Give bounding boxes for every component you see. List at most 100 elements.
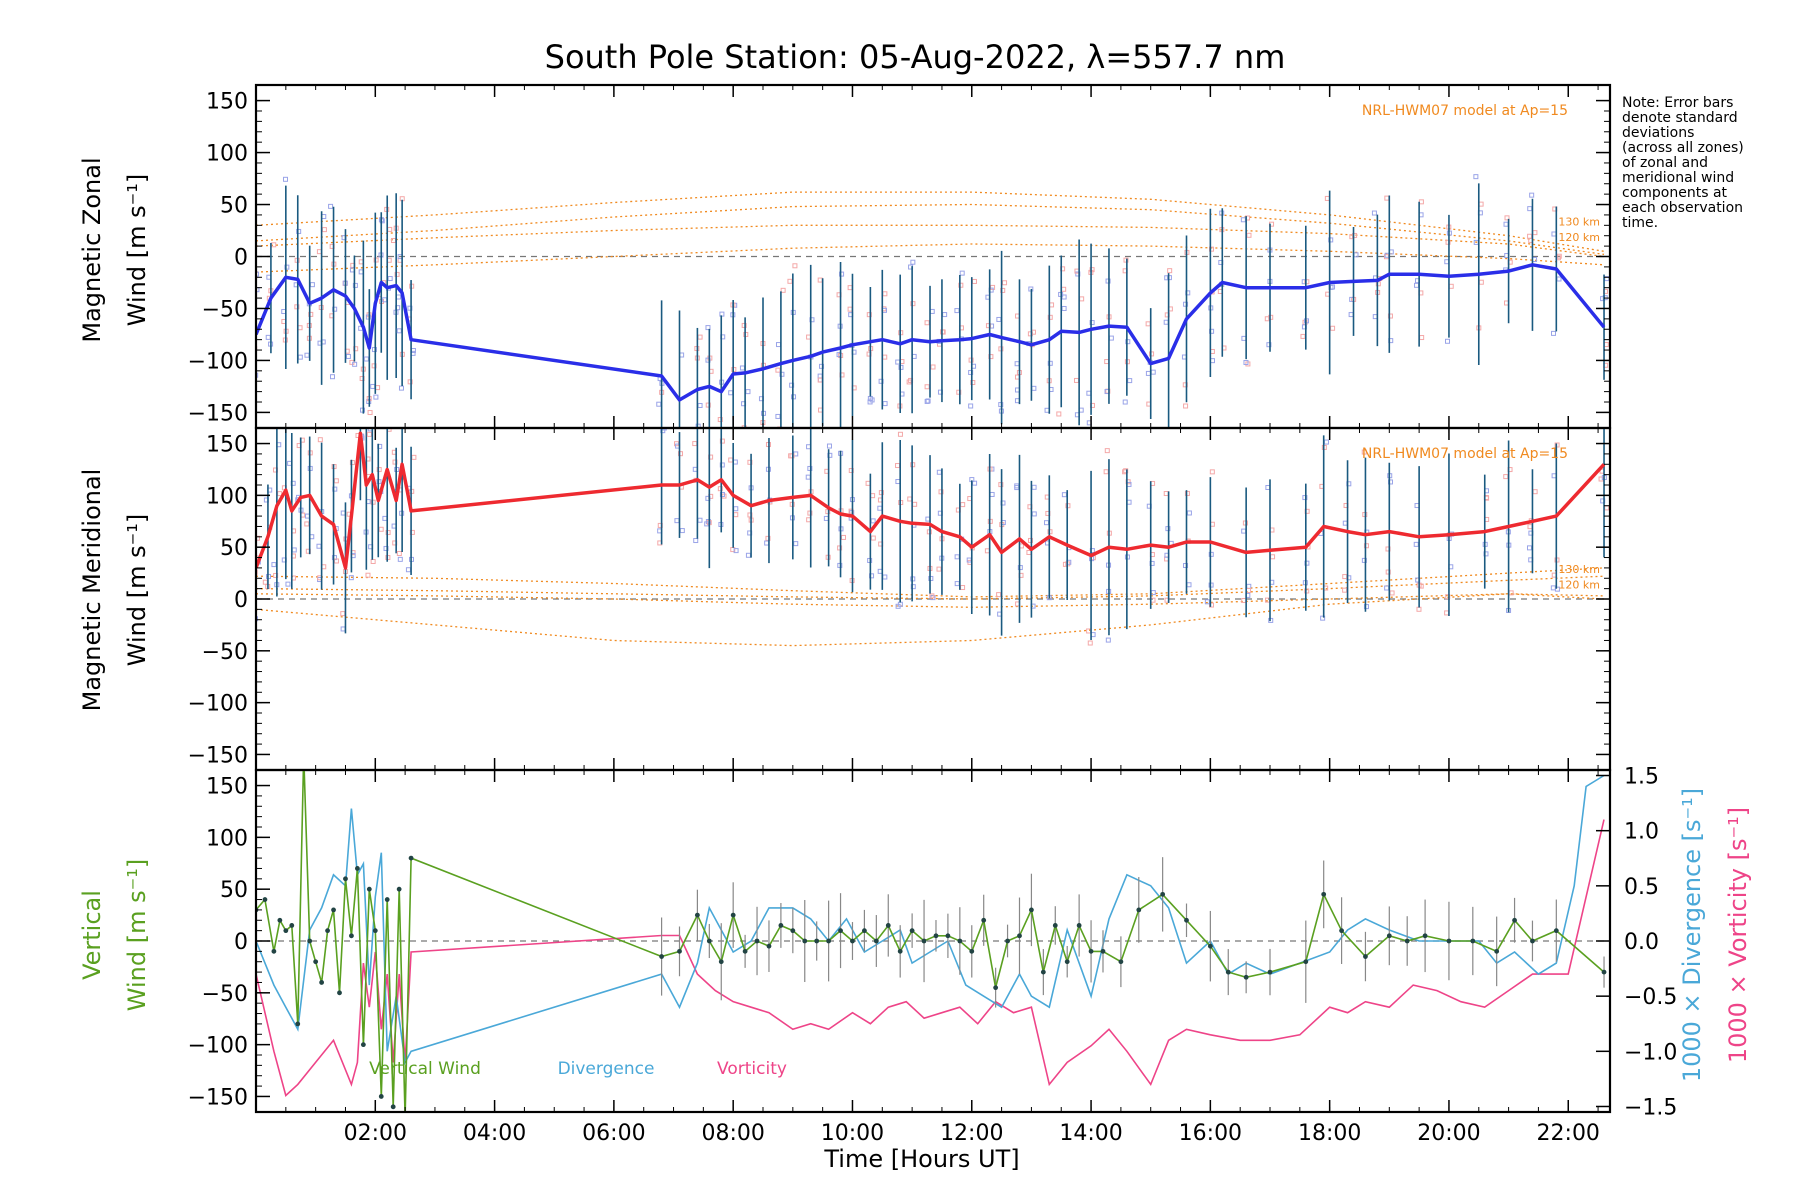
scatter-point (1061, 294, 1067, 300)
scatter-point (895, 463, 901, 469)
scatter-point (285, 408, 289, 412)
scatter-point (733, 512, 739, 518)
scatter-point (697, 334, 703, 340)
scatter-point (765, 535, 771, 541)
vertical-wind-point (742, 948, 748, 954)
scatter-point (316, 249, 322, 255)
vertical-wind-point (396, 886, 402, 892)
scatter-point (1126, 499, 1132, 505)
scatter-point (717, 417, 723, 423)
scatter-point (1551, 231, 1557, 237)
vertical-wind-point (1184, 917, 1189, 923)
legend-item: Vorticity (717, 1059, 787, 1079)
y-tick-label: −50 (202, 640, 248, 665)
figure-title: South Pole Station: 05-Aug-2022, λ=557.7… (545, 38, 1286, 76)
scatter-point (747, 459, 753, 465)
scatter-point (385, 392, 389, 396)
right-tick-label: −1.0 (1624, 1040, 1677, 1065)
model-curve (256, 191, 1605, 252)
scatter-point (1031, 511, 1037, 517)
vertical-wind-point (1052, 923, 1058, 928)
vertical-wind-point (969, 948, 975, 954)
divergence-axis-label: 1000 × Divergence [s⁻¹] (1678, 788, 1706, 1082)
scatter-point (370, 383, 376, 389)
vertical-wind-point (355, 866, 360, 871)
y-tick-label: 150 (206, 433, 248, 458)
scatter-point (866, 312, 872, 318)
scatter-point (1503, 221, 1509, 227)
altitude-label: 120 km (1558, 231, 1600, 244)
scatter-point (1056, 411, 1062, 417)
scatter-point (1300, 333, 1306, 339)
scatter-point (370, 558, 376, 564)
scatter-point (376, 467, 382, 473)
scatter-point (1527, 233, 1533, 239)
scatter-point (1323, 439, 1329, 445)
scatter-point (316, 543, 322, 549)
vorticity-axis-label: 1000 × Vorticity [s⁻¹] (1724, 807, 1752, 1063)
vertical-wind-point (307, 938, 313, 944)
scatter-point (1416, 606, 1422, 612)
right-tick-label: −0.5 (1624, 985, 1677, 1010)
plot-area (256, 392, 1610, 647)
scatter-point (282, 176, 288, 182)
scatter-point (309, 282, 315, 288)
scatter-point (345, 353, 351, 359)
scatter-point (924, 384, 930, 390)
vertical-wind-point (1446, 938, 1452, 944)
vertical-wind-point (909, 928, 915, 934)
note-line: each observation (1622, 200, 1744, 216)
scatter-point (895, 479, 901, 485)
scatter-point (1047, 360, 1053, 366)
vertical-wind-point (343, 876, 348, 882)
vertical-wind-point (1303, 959, 1309, 965)
scatter-point (1444, 610, 1450, 616)
scatter-point (1551, 473, 1557, 479)
scatter-point (996, 316, 1002, 322)
zonal-ylabel-line1: Magnetic Zonal (78, 157, 106, 342)
scatter-point (1550, 585, 1556, 591)
scatter-point (882, 291, 888, 297)
scatter-point (387, 276, 393, 282)
scatter-point (349, 460, 355, 466)
scatter-point (972, 480, 978, 486)
scatter-point (895, 359, 901, 365)
y-tick-label: −50 (202, 982, 248, 1007)
plot-area (256, 174, 1610, 428)
note-line: components at (1622, 185, 1728, 201)
y-tick-label: −100 (188, 692, 248, 717)
scatter-point (910, 584, 916, 590)
vertical-wind-point (706, 938, 712, 944)
scatter-point (958, 282, 964, 288)
scatter-point (1389, 590, 1395, 596)
vertical-wind-point (981, 917, 987, 923)
scatter-point (705, 402, 711, 408)
scatter-point (1183, 403, 1189, 409)
vertical-wind-point (295, 1021, 301, 1027)
vertical-wind-point (1601, 969, 1607, 975)
scatter-point (367, 410, 373, 416)
scatter-point (1186, 582, 1192, 588)
scatter-point (1304, 588, 1310, 594)
vertical-wind-point (319, 980, 325, 985)
zonal-ylabel-line2: Wind [m s⁻¹] (123, 174, 151, 326)
scatter-point (837, 545, 843, 551)
scatter-point (1342, 587, 1348, 593)
scatter-point (780, 287, 786, 293)
scatter-point (1125, 339, 1131, 345)
vertical-wind-point (1321, 891, 1327, 897)
scatter-point (340, 626, 346, 632)
scatter-point (1328, 237, 1334, 243)
note-line: denote standard (1622, 110, 1738, 126)
right-tick-label: 1.5 (1624, 765, 1659, 790)
vertical-ylabel-line2: Wind [m s⁻¹] (123, 859, 151, 1011)
vertical-wind-point (366, 886, 372, 892)
scatter-point (1527, 545, 1533, 551)
vertical-wind-point (945, 933, 951, 939)
vertical-wind-point (1339, 928, 1344, 934)
scatter-point (1000, 287, 1006, 293)
y-tick-label: 0 (234, 588, 248, 613)
scatter-point (271, 242, 277, 248)
scatter-point (1105, 637, 1111, 643)
vertical-wind-point (802, 938, 808, 944)
